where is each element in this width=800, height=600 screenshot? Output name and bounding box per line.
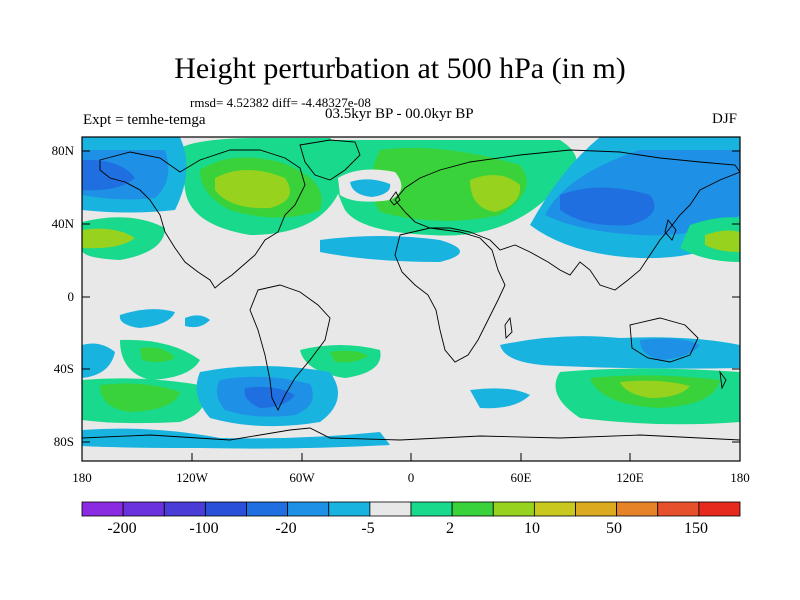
colorbar-box-10 (492, 501, 535, 517)
colorbar (81, 501, 741, 517)
lat-label-80n: 80N (51, 143, 74, 158)
positive-anomaly-east-pacific-core (705, 230, 740, 252)
coastline-africa (394, 227, 506, 363)
contour-fields (82, 137, 740, 449)
colorbar-box-0 (81, 501, 124, 517)
colorbar-box-11 (533, 501, 576, 517)
colorbar-box-12 (575, 501, 618, 517)
lat-ticks (82, 150, 740, 443)
lat-label-40s: 40S (53, 361, 74, 376)
positive-anomaly-southern-ocean-east-max (620, 380, 690, 398)
negative-anomaly-atlantic-band (320, 236, 460, 262)
colorbar-label-minus5: -5 (361, 520, 375, 537)
negative-anomaly-australia-core (640, 338, 700, 360)
coastline-japan (664, 219, 677, 241)
lon-label-60e: 60E (510, 470, 532, 485)
positive-anomaly-russia-max (470, 175, 521, 212)
negative-anomaly-pacific-core (560, 187, 655, 226)
negative-anomaly-atlantic (350, 179, 391, 197)
colorbar-box-13 (616, 501, 659, 517)
positive-anomaly-south-pacific-core (140, 347, 175, 363)
colorbar-box-15 (698, 501, 741, 517)
colorbar-label-minus20: -20 (275, 520, 297, 537)
colorbar-box-14 (657, 501, 700, 517)
period-label: 03.5kyr BP - 00.0kyr BP (325, 106, 474, 122)
colorbar-box-6 (328, 501, 371, 517)
negative-anomaly-indian-ocean (500, 336, 740, 369)
positive-anomaly-canada-max (215, 170, 290, 209)
negative-anomaly-tropical-atlantic (185, 315, 210, 328)
lon-label-0: 0 (407, 470, 415, 485)
positive-anomaly-west-pacific-core (82, 228, 135, 249)
colorbar-label-150: 150 (684, 520, 708, 537)
colorbar-label-minus200: -200 (107, 520, 137, 537)
coastlines (82, 139, 740, 441)
season-label: DJF (712, 111, 738, 127)
coastline-eurasia (394, 149, 740, 291)
lon-label-120e: 120E (616, 470, 644, 485)
lat-label-80s: 80S (53, 434, 74, 449)
coastline-south-america (249, 284, 331, 412)
colorbar-box-5 (287, 501, 330, 517)
lon-label-180w: 180 (72, 470, 92, 485)
negative-anomaly-south-indian (470, 388, 530, 409)
colorbar-box-8 (410, 501, 453, 517)
colorbar-label-2: 2 (446, 520, 454, 537)
lon-label-180e: 180 (730, 470, 750, 485)
coastline-madagascar (504, 316, 513, 340)
coastline-greenland (299, 139, 361, 181)
colorbar-box-1 (122, 501, 165, 517)
map-title: Height perturbation at 500 hPa (in m) (174, 52, 626, 85)
colorbar-label-50: 50 (606, 520, 622, 537)
coastline-north-america (99, 149, 306, 289)
negative-anomaly-arctic (82, 159, 135, 191)
colorbar-box-4 (246, 501, 289, 517)
colorbar-box-3 (204, 501, 247, 517)
experiment-label: Expt = temhe-temga (83, 112, 206, 128)
positive-anomaly-south-atlantic-core (330, 350, 368, 363)
coastline-new-zealand (719, 370, 727, 390)
colorbar-box-7 (369, 501, 412, 517)
negative-anomaly-tropical-pacific (119, 309, 175, 328)
coastline-australia (629, 317, 699, 363)
lon-label-60w: 60W (289, 470, 315, 485)
positive-anomaly-southern-ocean-west-core (100, 383, 180, 412)
lon-ticks (81, 453, 741, 461)
colorbar-label-minus100: -100 (189, 520, 219, 537)
colorbar-label-10: 10 (524, 520, 540, 537)
lat-label-0: 0 (67, 289, 75, 304)
colorbar-box-9 (451, 501, 494, 517)
lon-label-120w: 120W (176, 470, 208, 485)
coastline-uk (389, 191, 401, 206)
lat-label-40n: 40N (51, 216, 74, 231)
rmsd-stats: rmsd= 4.52382 diff= -4.48327e-08 (190, 95, 371, 110)
negative-anomaly-south-pacific (82, 343, 115, 378)
colorbar-box-2 (163, 501, 206, 517)
coastline-antarctica (82, 427, 740, 441)
negative-anomaly-drake-passage-core (244, 386, 295, 408)
